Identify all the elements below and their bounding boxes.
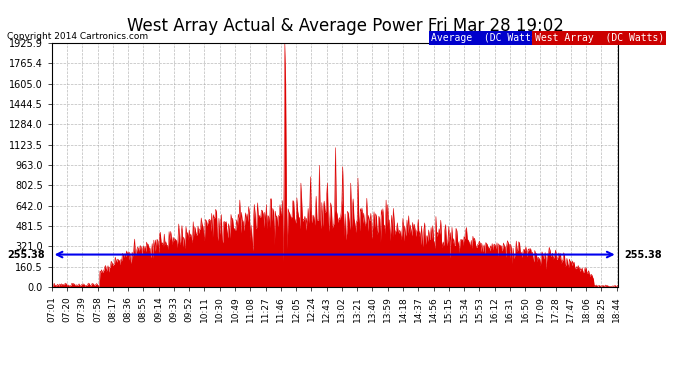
- Text: Average  (DC Watts): Average (DC Watts): [431, 33, 543, 43]
- Text: West Array  (DC Watts): West Array (DC Watts): [535, 33, 664, 43]
- Text: Copyright 2014 Cartronics.com: Copyright 2014 Cartronics.com: [7, 32, 148, 41]
- Text: West Array Actual & Average Power Fri Mar 28 19:02: West Array Actual & Average Power Fri Ma…: [126, 17, 564, 35]
- Text: 255.38: 255.38: [624, 249, 662, 259]
- Text: 255.38: 255.38: [8, 249, 45, 259]
